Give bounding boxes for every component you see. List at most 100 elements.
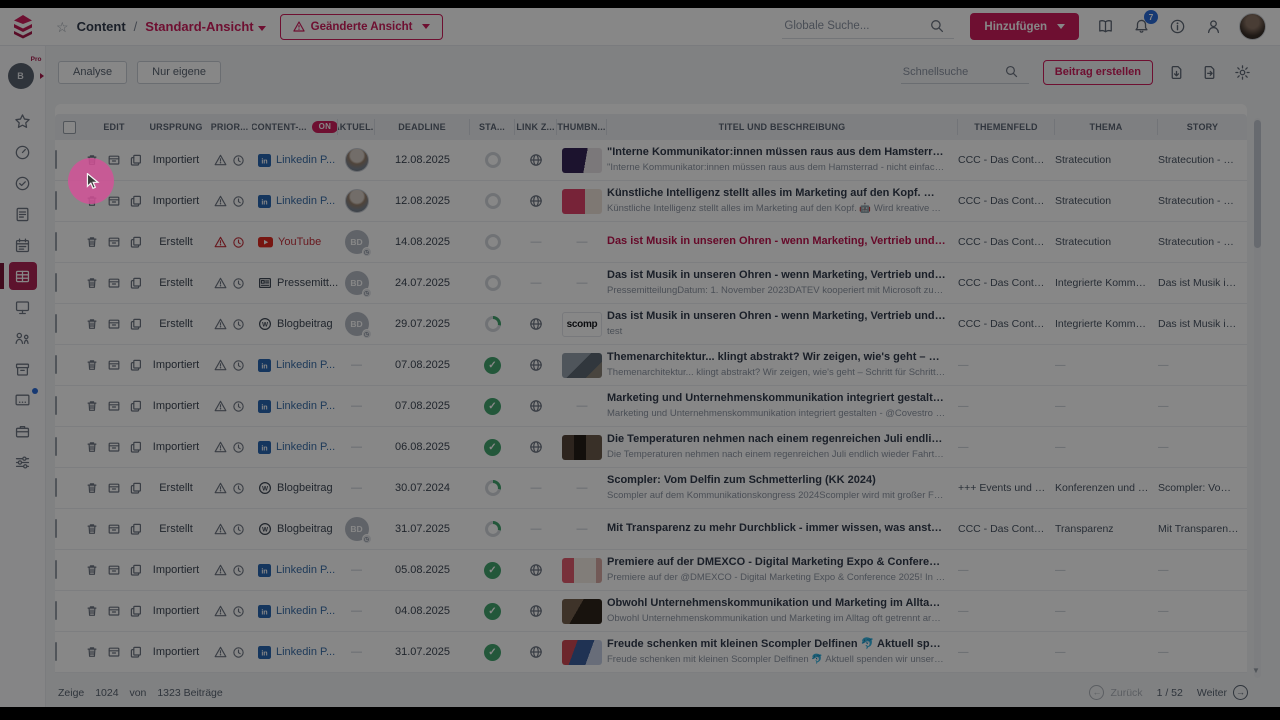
delete-icon[interactable]: [85, 481, 99, 495]
header-prioritaet[interactable]: PRIOR...: [210, 122, 249, 132]
external-link-globe-icon[interactable]: [515, 645, 557, 659]
academy-book-icon[interactable]: [1095, 17, 1115, 37]
content-type[interactable]: in Linkedin P...: [252, 399, 338, 413]
add-button[interactable]: Hinzufügen: [970, 13, 1079, 40]
priority-clock-icon[interactable]: [232, 318, 245, 331]
table-row[interactable]: Importiert in Linkedin P... 12.08.2025 "…: [55, 140, 1247, 181]
external-link-globe-icon[interactable]: [515, 317, 557, 331]
user-avatar[interactable]: [1239, 13, 1266, 40]
sidebar-item-dashboard[interactable]: [0, 137, 46, 167]
post-title[interactable]: Das ist Musik in unseren Ohren - wenn Ma…: [607, 235, 946, 248]
post-title[interactable]: "Interne Kommunikator:innen müssen raus …: [607, 146, 946, 159]
row-checkbox[interactable]: [55, 396, 57, 415]
content-type[interactable]: Pressemitt...: [252, 276, 338, 290]
archive-icon[interactable]: [107, 276, 121, 290]
content-type[interactable]: W Blogbeitrag: [252, 317, 338, 331]
content-type[interactable]: YouTube: [252, 236, 338, 248]
priority-clock-icon[interactable]: [232, 646, 245, 659]
quick-search[interactable]: [900, 60, 1029, 84]
priority-clock-icon[interactable]: [232, 277, 245, 290]
row-checkbox[interactable]: [55, 519, 57, 538]
status-done-icon[interactable]: ✓: [484, 397, 501, 415]
table-row[interactable]: Erstellt Pressemitt... BD ◷ 24.07.2025 — …: [55, 263, 1247, 304]
table-row[interactable]: Importiert in Linkedin P... — 05.08.2025…: [55, 550, 1247, 591]
quick-search-input[interactable]: [900, 64, 1005, 79]
user-icon[interactable]: [1203, 17, 1223, 37]
scompler-logo[interactable]: [0, 8, 46, 46]
post-title-cell[interactable]: Scompler: Vom Delfin zum Schmetterling (…: [607, 473, 958, 502]
header-titel[interactable]: TITEL UND BESCHREIBUNG: [607, 119, 958, 135]
search-icon[interactable]: [1005, 65, 1018, 78]
post-title-cell[interactable]: Freude schenken mit kleinen Scompler Del…: [607, 637, 958, 666]
header-thumbnail[interactable]: THUMBN...: [557, 119, 607, 135]
table-row[interactable]: Erstellt W Blogbeitrag BD ◷ 29.07.2025 sc…: [55, 304, 1247, 345]
priority-warning-icon[interactable]: [214, 195, 227, 207]
header-themenfeld[interactable]: THEMENFELD: [958, 119, 1055, 135]
status-partial-icon[interactable]: [484, 480, 501, 496]
header-content-typ[interactable]: CONTENT-... ON: [252, 119, 338, 135]
duplicate-icon[interactable]: [129, 645, 143, 659]
archive-icon[interactable]: [107, 235, 121, 249]
changed-view-button[interactable]: Geänderte Ansicht: [279, 13, 444, 40]
post-thumbnail[interactable]: [562, 639, 602, 665]
content-type[interactable]: in Linkedin P...: [252, 358, 338, 372]
delete-icon[interactable]: [85, 276, 99, 290]
archive-icon[interactable]: [107, 399, 121, 413]
post-title-cell[interactable]: Mit Transparenz zu mehr Durchblick - imm…: [607, 521, 958, 537]
sidebar-item-settings-filters[interactable]: [0, 447, 46, 477]
priority-warning-icon[interactable]: [214, 154, 227, 166]
prev-page-button[interactable]: ← Zurück: [1089, 685, 1143, 700]
delete-icon[interactable]: [85, 194, 99, 208]
status-empty-icon[interactable]: [484, 152, 501, 168]
status-partial-icon[interactable]: [484, 316, 501, 332]
header-edit[interactable]: EDIT: [103, 122, 125, 132]
table-row[interactable]: Importiert in Linkedin P... — 31.07.2025…: [55, 632, 1247, 673]
priority-clock-icon[interactable]: [232, 195, 245, 208]
post-title-cell[interactable]: Die Temperaturen nehmen nach einem regen…: [607, 432, 958, 461]
table-row[interactable]: Importiert in Linkedin P... — 07.08.2025…: [55, 386, 1247, 427]
archive-icon[interactable]: [107, 440, 121, 454]
post-title-cell[interactable]: Das ist Musik in unseren Ohren - wenn Ma…: [607, 268, 958, 297]
row-checkbox[interactable]: [55, 191, 57, 210]
assignee-avatar[interactable]: [344, 189, 369, 213]
content-type[interactable]: W Blogbeitrag: [252, 522, 338, 536]
archive-icon[interactable]: [107, 522, 121, 536]
analyse-button[interactable]: Analyse: [58, 60, 128, 84]
priority-clock-icon[interactable]: [232, 441, 245, 454]
content-type[interactable]: in Linkedin P...: [252, 194, 338, 208]
post-thumbnail[interactable]: [562, 557, 602, 583]
header-deadline[interactable]: DEADLINE: [375, 119, 470, 135]
row-checkbox[interactable]: [55, 601, 57, 620]
post-title-cell[interactable]: Premiere auf der DMEXCO - Digital Market…: [607, 555, 958, 584]
post-title[interactable]: Scompler: Vom Delfin zum Schmetterling (…: [607, 474, 876, 487]
delete-icon[interactable]: [85, 563, 99, 577]
delete-icon[interactable]: [85, 153, 99, 167]
row-checkbox[interactable]: [55, 437, 57, 456]
priority-clock-icon[interactable]: [232, 359, 245, 372]
post-title-cell[interactable]: Das ist Musik in unseren Ohren - wenn Ma…: [607, 234, 958, 250]
post-thumbnail[interactable]: [562, 352, 602, 378]
priority-clock-icon[interactable]: [232, 400, 245, 413]
priority-warning-icon[interactable]: [214, 400, 227, 412]
sidebar-item-content-list[interactable]: [0, 261, 46, 291]
duplicate-icon[interactable]: [129, 563, 143, 577]
duplicate-icon[interactable]: [129, 358, 143, 372]
select-all-checkbox[interactable]: [62, 120, 76, 134]
post-title-cell[interactable]: Themenarchitektur... klingt abstrakt? Wi…: [607, 350, 958, 379]
post-title-cell[interactable]: Das ist Musik in unseren Ohren - wenn Ma…: [607, 309, 958, 338]
archive-icon[interactable]: [107, 563, 121, 577]
bell-icon[interactable]: 7: [1131, 9, 1158, 37]
row-checkbox[interactable]: [55, 642, 57, 661]
priority-clock-icon[interactable]: [232, 564, 245, 577]
header-status[interactable]: STA...: [470, 119, 515, 135]
help-circle-icon[interactable]: [1167, 17, 1187, 37]
post-title-cell[interactable]: "Interne Kommunikator:innen müssen raus …: [607, 145, 958, 174]
external-link-globe-icon[interactable]: [515, 440, 557, 454]
vertical-scrollbar[interactable]: ▼: [1252, 118, 1261, 678]
archive-icon[interactable]: [107, 604, 121, 618]
row-checkbox[interactable]: [55, 314, 57, 333]
external-link-globe-icon[interactable]: [515, 563, 557, 577]
external-link-globe-icon[interactable]: [515, 358, 557, 372]
table-row[interactable]: Importiert in Linkedin P... — 07.08.2025…: [55, 345, 1247, 386]
archive-icon[interactable]: [107, 317, 121, 331]
